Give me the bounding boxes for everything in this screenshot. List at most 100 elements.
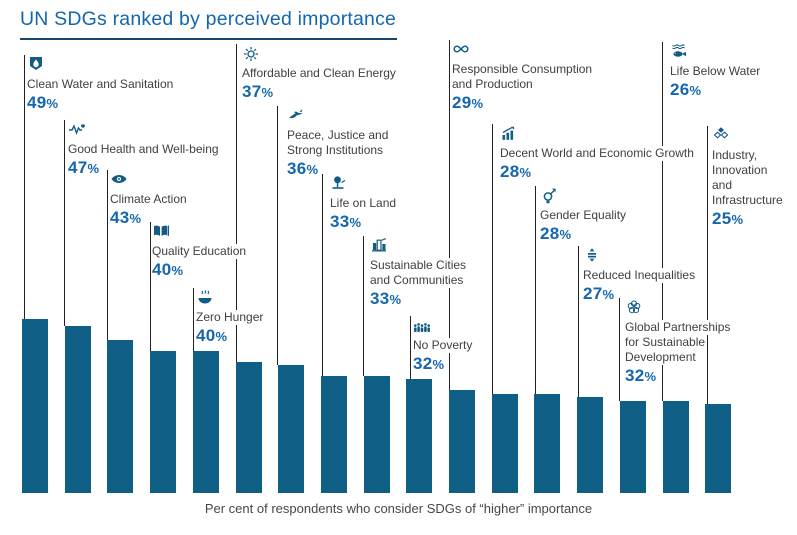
bar-affordable-and-clean-energy: [235, 361, 262, 493]
label-gender-equality: Gender Equality 28%: [540, 186, 629, 243]
sdg-value: 25%: [712, 209, 746, 228]
sdg-name: Quality Education: [152, 244, 249, 259]
equality-icon: [583, 246, 601, 264]
label-responsible-consumption-and-production: Responsible Consumption and Production 29%: [452, 40, 595, 112]
bar-no-poverty: [406, 379, 433, 493]
sdg-value: 27%: [583, 284, 617, 303]
cubes-icon: [712, 126, 730, 144]
sdg-name: Life Below Water: [670, 64, 763, 79]
sdg-name: Global Partnerships: [625, 320, 733, 335]
leader-line-peace-justice-and-strong-institutions: [277, 106, 278, 366]
leader-line-gender-equality: [535, 186, 536, 394]
sdg-value: 37%: [242, 82, 276, 101]
sdg-value: 26%: [670, 80, 704, 99]
leader-line-decent-world-and-economic-growth: [492, 124, 493, 394]
water-drop-icon: [27, 55, 45, 73]
sdg-value: 32%: [625, 366, 659, 385]
sdg-name: Sustainable Cities: [370, 258, 469, 273]
open-book-icon: [152, 222, 170, 240]
leader-line-quality-education: [150, 222, 151, 351]
leader-line-affordable-and-clean-energy: [236, 44, 237, 362]
bar-life-below-water: [662, 400, 689, 493]
sdg-value: 33%: [370, 289, 404, 308]
bar-zero-hunger: [192, 351, 219, 493]
page-title: UN SDGs ranked by perceived importance: [20, 8, 397, 30]
gender-equality-icon: [540, 186, 558, 204]
sdg-name: Industry,: [712, 148, 760, 163]
label-zero-hunger: Zero Hunger 40%: [196, 288, 266, 345]
label-industry-innovation-and-infrastructure: Industry, Innovation and Infrastructure 25%: [712, 126, 785, 227]
label-affordable-and-clean-energy: Affordable and Clean Energy 37%: [242, 44, 398, 100]
partnership-wheel-icon: [625, 298, 643, 316]
sdg-value: 40%: [152, 260, 186, 279]
label-life-below-water: Life Below Water 26%: [670, 42, 763, 99]
fish-icon: [670, 42, 688, 60]
label-climate-action: Climate Action 43%: [110, 170, 189, 226]
label-peace-justice-and-strong-institutions: Peace, Justice and Strong Institutions 36%: [287, 106, 391, 178]
infinity-icon: [452, 40, 470, 58]
sdg-value: 33%: [330, 212, 364, 231]
leader-line-global-partnerships-for-sustainable-development: [619, 298, 620, 401]
bar-global-partnerships-for-sustainable-development: [619, 400, 646, 493]
leader-line-life-on-land: [322, 174, 323, 376]
bar-clean-water-and-sanitation: [22, 319, 48, 493]
leader-line-good-health-and-well-being: [64, 120, 65, 327]
sdg-name: Responsible Consumption: [452, 62, 595, 77]
leader-line-zero-hunger: [193, 288, 194, 351]
sdg-value: 28%: [540, 224, 574, 243]
leader-line-responsible-consumption-and-production: [449, 40, 450, 391]
leader-line-life-below-water: [662, 42, 663, 401]
label-reduced-inequalities: Reduced Inequalities 27%: [583, 246, 698, 303]
label-life-on-land: Life on Land 33%: [330, 174, 399, 231]
dove-icon: [287, 106, 305, 124]
sdg-name: Peace, Justice and: [287, 128, 391, 143]
sdg-value: 36%: [287, 159, 321, 178]
sdg-name: and Communities: [370, 273, 466, 288]
sdg-name: Affordable and Clean Energy: [242, 66, 398, 81]
sdg-name: Gender Equality: [540, 208, 629, 223]
leader-line-climate-action: [107, 170, 108, 341]
sdg-name: Clean Water and Sanitation: [27, 77, 176, 92]
chart-caption: Per cent of respondents who consider SDG…: [204, 501, 593, 516]
title-underline: [20, 38, 397, 40]
sdg-name: Life on Land: [330, 196, 399, 211]
sdg-name: No Poverty: [413, 338, 475, 353]
leader-line-industry-innovation-and-infrastructure: [707, 126, 708, 405]
sdg-value: 29%: [452, 93, 486, 112]
sdg-name: Decent World and Economic Growth: [500, 146, 696, 161]
sdg-name: Zero Hunger: [196, 310, 266, 325]
sdg-value: 32%: [413, 354, 447, 373]
sdg-name: Innovation: [712, 163, 770, 178]
leader-line-sustainable-cities-and-communities: [363, 236, 364, 376]
bar-industry-innovation-and-infrastructure: [705, 404, 732, 493]
sdg-name: and Production: [452, 77, 535, 92]
sdg-value: 43%: [110, 208, 144, 227]
bar-good-health-and-well-being: [64, 326, 91, 493]
leader-line-clean-water-and-sanitation: [24, 55, 25, 320]
sdg-value: 28%: [500, 162, 534, 181]
bar-gender-equality: [534, 393, 561, 493]
bar-sustainable-cities-and-communities: [363, 375, 390, 493]
label-quality-education: Quality Education 40%: [152, 222, 249, 279]
leader-line-no-poverty: [410, 316, 411, 380]
label-clean-water-and-sanitation: Clean Water and Sanitation 49%: [27, 55, 176, 111]
sdg-name: and: [712, 178, 735, 193]
sdg-name: Infrastructure: [712, 193, 785, 208]
bar-responsible-consumption-and-production: [449, 390, 475, 493]
label-sustainable-cities-and-communities: Sustainable Cities and Communities 33%: [370, 236, 469, 308]
label-no-poverty: No Poverty 32%: [413, 316, 475, 373]
sdg-name: Reduced Inequalities: [583, 268, 698, 283]
bar-life-on-land: [320, 375, 347, 493]
people-group-icon: [413, 316, 431, 334]
leader-line-reduced-inequalities: [578, 246, 579, 398]
sdg-name: Good Health and Well-being: [68, 142, 221, 157]
sdg-name: for Sustainable: [625, 335, 708, 350]
sdg-value: 40%: [196, 326, 230, 345]
sdg-name: Development: [625, 350, 698, 365]
label-good-health-and-well-being: Good Health and Well-being 47%: [68, 120, 221, 176]
buildings-icon: [370, 236, 388, 254]
growth-chart-icon: [500, 124, 518, 142]
heartbeat-icon: [68, 120, 86, 138]
bar-peace-justice-and-strong-institutions: [278, 365, 305, 493]
